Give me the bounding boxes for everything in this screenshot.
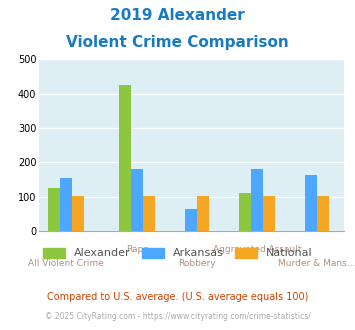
Text: Robbery: Robbery bbox=[178, 259, 216, 268]
Bar bbox=[317, 196, 329, 231]
Bar bbox=[119, 85, 131, 231]
Legend: Alexander, Arkansas, National: Alexander, Arkansas, National bbox=[39, 244, 316, 262]
Bar bbox=[263, 196, 275, 231]
Bar bbox=[60, 178, 72, 231]
Text: All Violent Crime: All Violent Crime bbox=[28, 259, 104, 268]
Bar bbox=[131, 169, 143, 231]
Bar bbox=[72, 196, 84, 231]
Text: Compared to U.S. average. (U.S. average equals 100): Compared to U.S. average. (U.S. average … bbox=[47, 292, 308, 302]
Bar bbox=[185, 209, 197, 231]
Text: Rape: Rape bbox=[126, 245, 149, 254]
Bar bbox=[305, 176, 317, 231]
Bar bbox=[197, 196, 209, 231]
Text: 2019 Alexander: 2019 Alexander bbox=[110, 8, 245, 23]
Bar bbox=[251, 169, 263, 231]
Text: Aggravated Assault: Aggravated Assault bbox=[213, 245, 301, 254]
Text: © 2025 CityRating.com - https://www.cityrating.com/crime-statistics/: © 2025 CityRating.com - https://www.city… bbox=[45, 312, 310, 321]
Bar bbox=[48, 188, 60, 231]
Text: Murder & Mans...: Murder & Mans... bbox=[278, 259, 355, 268]
Text: Violent Crime Comparison: Violent Crime Comparison bbox=[66, 35, 289, 50]
Bar bbox=[143, 196, 155, 231]
Bar bbox=[239, 193, 251, 231]
